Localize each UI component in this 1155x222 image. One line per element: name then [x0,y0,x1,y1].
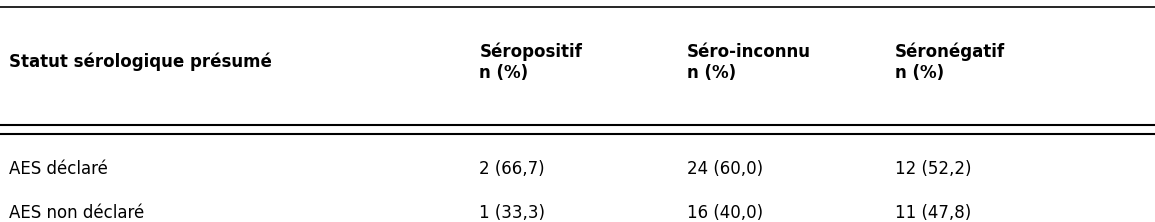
Text: 1 (33,3): 1 (33,3) [479,204,545,222]
Text: 16 (40,0): 16 (40,0) [687,204,763,222]
Text: Séropositif
n (%): Séropositif n (%) [479,42,582,82]
Text: Statut sérologique présumé: Statut sérologique présumé [9,53,273,71]
Text: Séronégatif
n (%): Séronégatif n (%) [895,42,1005,82]
Text: AES déclaré: AES déclaré [9,160,109,178]
Text: 12 (52,2): 12 (52,2) [895,160,971,178]
Text: Séro-inconnu
n (%): Séro-inconnu n (%) [687,43,811,81]
Text: 11 (47,8): 11 (47,8) [895,204,971,222]
Text: AES non déclaré: AES non déclaré [9,204,144,222]
Text: 2 (66,7): 2 (66,7) [479,160,545,178]
Text: 24 (60,0): 24 (60,0) [687,160,763,178]
